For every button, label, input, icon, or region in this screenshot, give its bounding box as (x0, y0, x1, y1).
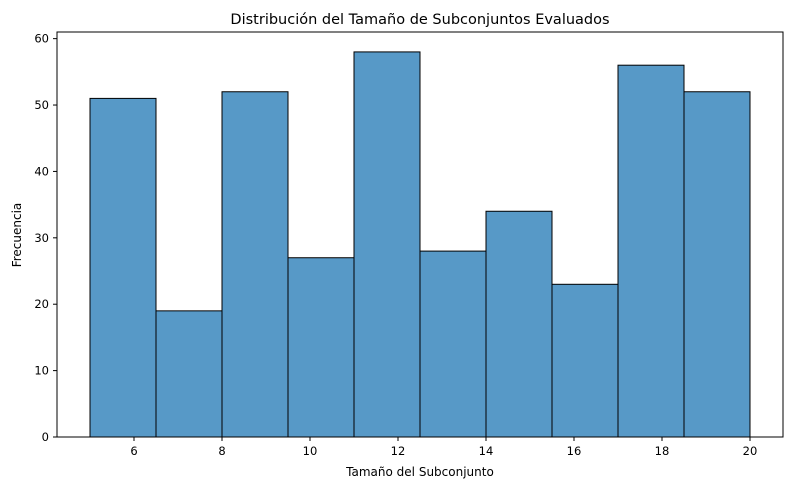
x-tick-label: 8 (218, 444, 225, 458)
histogram-bar-2 (155, 310, 223, 438)
histogram-bar-8 (551, 283, 619, 438)
x-tick-label: 6 (130, 444, 137, 458)
chart-title: Distribución del Tamaño de Subconjuntos … (230, 12, 609, 28)
x-axis-label: Tamaño del Subconjunto (345, 465, 494, 479)
y-axis-label: Frecuencia (10, 203, 24, 268)
histogram-bar-9 (617, 64, 685, 438)
histogram-bar-10 (683, 91, 751, 438)
y-tick-label: 40 (34, 164, 49, 178)
y-tick-label: 20 (34, 297, 49, 311)
x-tick-label: 20 (743, 444, 758, 458)
x-tick-label: 18 (655, 444, 670, 458)
histogram-bar-5 (353, 51, 421, 438)
plot-frame (56, 31, 784, 438)
y-tick-label: 30 (34, 231, 49, 245)
x-axis-ticks: 6 8 10 12 14 16 18 20 (130, 437, 757, 458)
histogram-bar-1 (89, 97, 157, 438)
y-tick-label: 60 (34, 32, 49, 46)
y-tick-label: 50 (34, 98, 49, 112)
x-tick-label: 14 (479, 444, 494, 458)
histogram-bar-3 (221, 91, 289, 438)
y-tick-label: 10 (34, 364, 49, 378)
histogram-bar-4 (287, 257, 355, 438)
histogram-bar-7 (485, 210, 553, 438)
histogram-bar-6 (419, 250, 487, 438)
y-tick-label: 0 (42, 430, 49, 444)
x-tick-label: 10 (303, 444, 318, 458)
x-tick-label: 16 (567, 444, 582, 458)
y-axis-ticks: 0 10 20 30 40 50 60 (34, 32, 57, 444)
x-tick-label: 12 (391, 444, 406, 458)
bars-layer (89, 51, 751, 438)
